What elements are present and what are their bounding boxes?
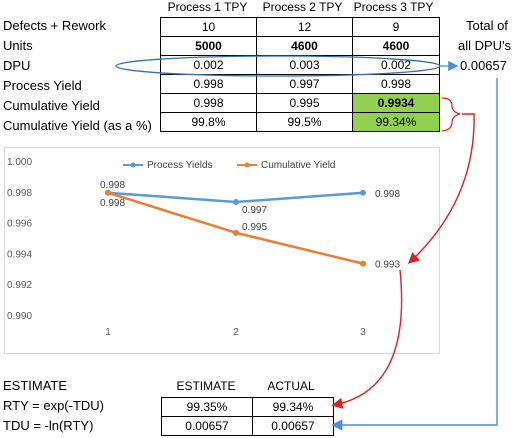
table-cell: 0.998: [160, 74, 257, 94]
table-cell: 4600: [352, 36, 440, 56]
chart-canvas: 1.000 0.998 0.996 0.994 0.992 0.990 1 2 3 Process…: [7, 157, 400, 338]
table-row: 0.998 0.997 0.998: [160, 74, 440, 94]
legend-label: Process Yields: [147, 160, 213, 171]
table-row: 0.002 0.003 0.002: [160, 55, 440, 75]
estimate-table: 99.35% 99.34% 0.00657 0.00657: [161, 397, 334, 436]
data-point: [360, 189, 366, 196]
col-header-3: Process 3 TPY: [353, 0, 434, 14]
y-tick-label: 0.992: [7, 280, 32, 291]
table-cell: 10: [160, 17, 257, 37]
y-tick-label: 0.994: [7, 249, 32, 260]
data-point: [105, 189, 111, 196]
row-label-cumulative-yield-pct: Cumulative Yield (as a %): [3, 118, 152, 133]
table-cell: 4600: [256, 36, 353, 56]
col-header-2: Process 2 TPY: [262, 0, 343, 14]
table-row: 10 12 9: [160, 17, 440, 37]
table-cell: 0.00657: [161, 416, 253, 436]
tdu-formula: TDU = -ln(RTY): [3, 418, 94, 433]
row-label-process-yield: Process Yield: [3, 78, 82, 93]
table-cell: 0.997: [256, 74, 353, 94]
table-cell: 0.003: [256, 55, 353, 75]
data-label: 0.997: [242, 205, 267, 216]
data-point: [360, 260, 366, 267]
table-row: 0.998 0.995 0.9934: [160, 93, 440, 113]
total-dpu-value: 0.00657: [460, 58, 507, 73]
data-point: [233, 199, 239, 206]
table-row: 99.35% 99.34%: [161, 397, 334, 417]
row-label-defects: Defects + Rework: [3, 18, 106, 33]
highlighted-cell: 0.9934: [352, 93, 440, 113]
highlighted-cell: 99.34%: [352, 112, 440, 132]
table-row: 99.8% 99.5% 99.34%: [160, 112, 440, 132]
table-cell: 0.998: [352, 74, 440, 94]
table-cell: 99.5%: [256, 112, 353, 132]
estimate-header: ESTIMATE: [176, 379, 236, 393]
rty-formula: RTY = exp(-TDU): [3, 398, 105, 413]
x-tick-label: 2: [233, 327, 239, 338]
data-label: 0.998: [100, 198, 125, 209]
row-label-cumulative-yield: Cumulative Yield: [3, 98, 100, 113]
table-row: 5000 4600 4600: [160, 36, 440, 56]
data-label: 0.995: [242, 222, 267, 233]
table-cell: 99.8%: [160, 112, 257, 132]
table-row: 0.00657 0.00657: [161, 416, 334, 436]
data-label: 0.998: [100, 180, 125, 191]
tpy-table: 10 12 9 5000 4600 4600 0.002 0.003 0.002…: [160, 17, 440, 132]
row-label-units: Units: [3, 38, 33, 53]
total-label-line2: all DPU's: [458, 38, 512, 53]
actual-header: ACTUAL: [267, 379, 315, 393]
table-cell: 99.35%: [161, 397, 253, 417]
table-cell: 9: [352, 17, 440, 37]
table-cell: 0.998: [160, 93, 257, 113]
col-header-1: Process 1 TPY: [167, 0, 248, 14]
table-cell: 5000: [160, 36, 257, 56]
legend-marker: [130, 162, 136, 168]
table-cell: 0.995: [256, 93, 353, 113]
y-tick-label: 1.000: [7, 157, 32, 168]
table-cell: 0.00657: [252, 416, 334, 436]
table-cell: 0.002: [160, 55, 257, 75]
yield-chart: 1.000 0.998 0.996 0.994 0.992 0.990 1 2 3 Process…: [4, 147, 440, 354]
total-label-line1: Total of: [466, 18, 508, 33]
legend-marker: [244, 162, 250, 168]
x-tick-label: 1: [105, 327, 111, 338]
estimate-title: ESTIMATE: [3, 378, 68, 393]
data-label: 0.998: [375, 189, 400, 200]
row-label-dpu: DPU: [3, 58, 31, 73]
data-label: 0.993: [375, 260, 400, 271]
data-point: [233, 229, 239, 236]
table-cell: 0.002: [352, 55, 440, 75]
y-tick-label: 0.998: [7, 188, 32, 199]
y-tick-label: 0.990: [7, 311, 32, 322]
cumulative-bracket: [441, 97, 461, 132]
x-tick-label: 3: [360, 327, 366, 338]
y-tick-label: 0.996: [7, 219, 32, 230]
table-cell: 99.34%: [252, 397, 334, 417]
legend-label: Cumulative Yield: [261, 160, 335, 171]
table-cell: 12: [256, 17, 353, 37]
